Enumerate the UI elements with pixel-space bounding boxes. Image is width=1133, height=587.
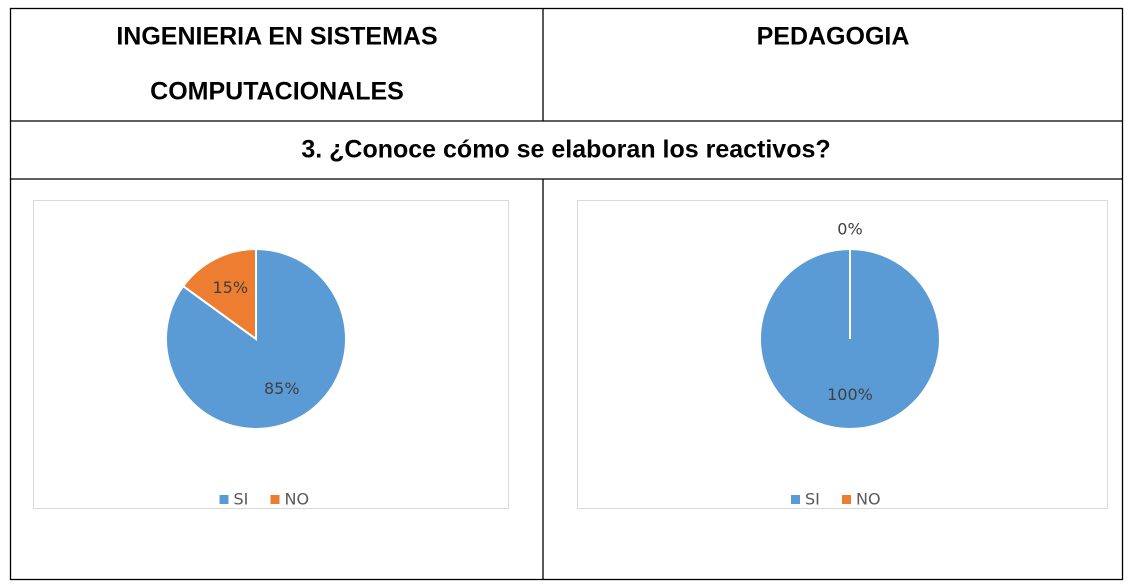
legend-label: SI (234, 490, 249, 509)
legend-swatch (842, 495, 851, 504)
table-borders (9, 7, 1124, 581)
header-cell: PEDAGOGIA (757, 23, 910, 51)
legend-label: SI (805, 490, 820, 509)
data-label: 100% (827, 385, 873, 404)
header-cell: COMPUTACIONALES (150, 78, 404, 106)
legend-swatch (219, 495, 229, 504)
pie-slice (181, 247, 257, 341)
legend-label: NO (856, 490, 881, 509)
table-frame (9, 7, 1124, 581)
data-label: 15% (212, 278, 248, 297)
data-label: 85% (264, 379, 300, 398)
data-label: 0% (837, 220, 862, 239)
question: 3. ¿Conoce cómo se elaboran los reactivo… (301, 136, 830, 164)
legend-label: NO (285, 490, 310, 509)
header-cell: INGENIERIA EN SISTEMAS (116, 23, 437, 51)
legend-swatch (270, 495, 280, 504)
legend-swatch (791, 495, 800, 504)
